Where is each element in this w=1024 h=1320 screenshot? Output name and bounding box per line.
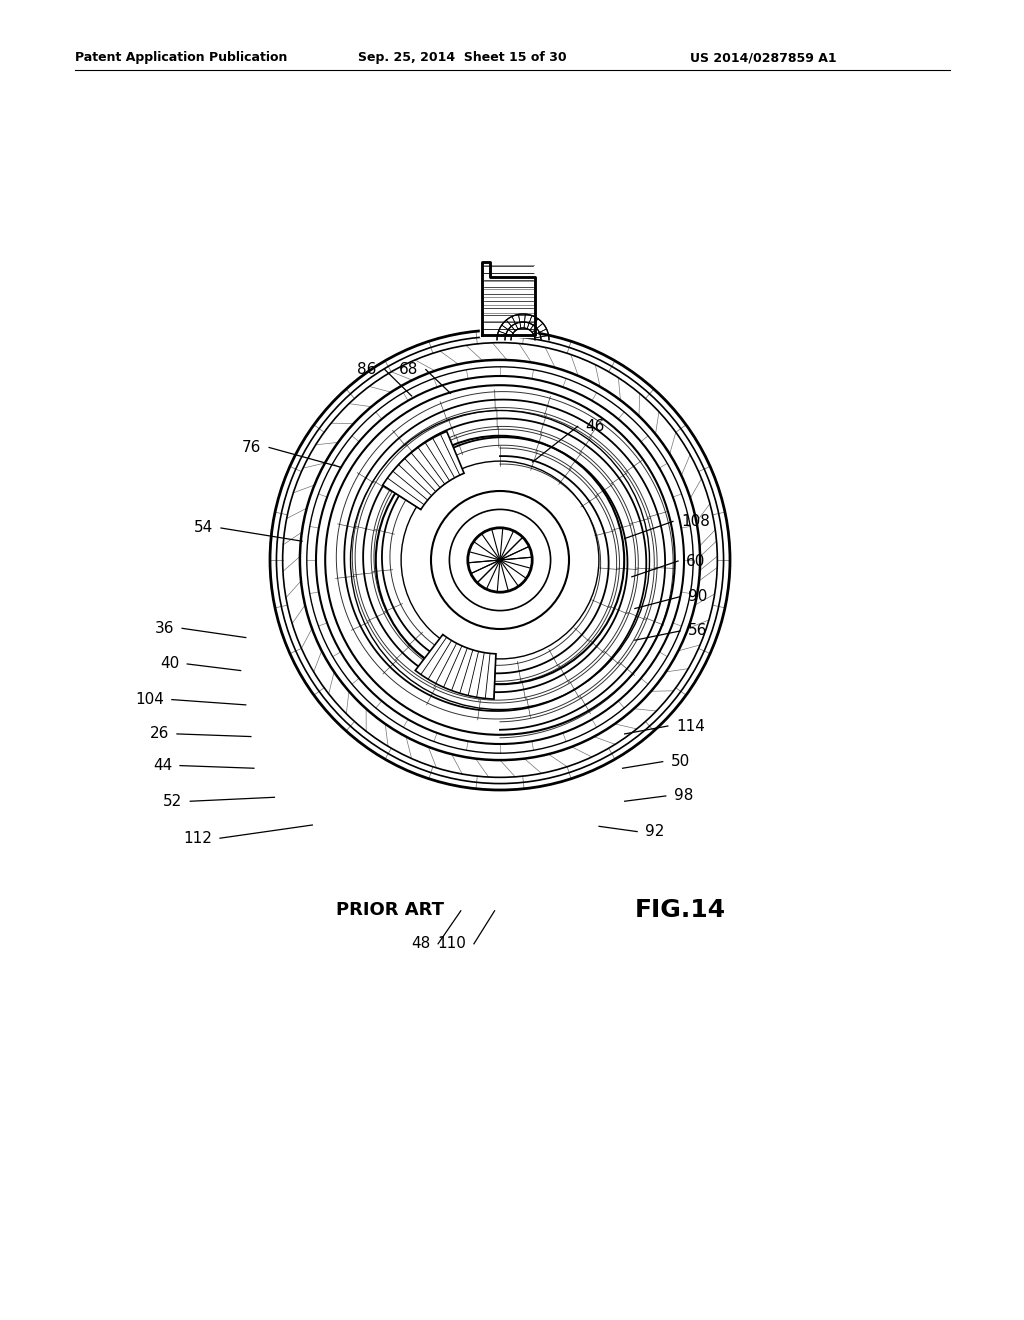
Text: 104: 104: [135, 692, 164, 708]
Text: 44: 44: [153, 758, 172, 774]
Text: PRIOR ART: PRIOR ART: [336, 902, 444, 919]
Text: 86: 86: [357, 362, 377, 378]
Text: 56: 56: [688, 623, 708, 639]
Text: 76: 76: [242, 440, 261, 455]
Text: FIG.14: FIG.14: [635, 898, 726, 921]
Text: 48: 48: [411, 936, 430, 952]
Text: Sep. 25, 2014  Sheet 15 of 30: Sep. 25, 2014 Sheet 15 of 30: [358, 51, 566, 65]
Text: 36: 36: [155, 620, 174, 636]
Text: 54: 54: [194, 520, 213, 536]
Circle shape: [468, 528, 532, 593]
Text: 114: 114: [676, 718, 705, 734]
Text: 112: 112: [183, 830, 212, 846]
Text: 26: 26: [150, 726, 169, 742]
Polygon shape: [482, 261, 535, 335]
Text: Patent Application Publication: Patent Application Publication: [75, 51, 288, 65]
Polygon shape: [416, 635, 496, 700]
Text: US 2014/0287859 A1: US 2014/0287859 A1: [690, 51, 837, 65]
Text: 90: 90: [688, 589, 708, 605]
Text: 40: 40: [160, 656, 179, 672]
Text: 46: 46: [586, 418, 605, 434]
Text: 110: 110: [437, 936, 466, 952]
Text: 60: 60: [686, 553, 706, 569]
Text: 108: 108: [681, 513, 710, 529]
Text: 50: 50: [671, 754, 690, 770]
Text: 68: 68: [398, 362, 418, 378]
Text: 52: 52: [163, 793, 182, 809]
Text: 92: 92: [645, 824, 665, 840]
Text: 98: 98: [674, 788, 693, 804]
Polygon shape: [383, 432, 464, 510]
Polygon shape: [482, 261, 535, 335]
Bar: [480, 260, 537, 337]
